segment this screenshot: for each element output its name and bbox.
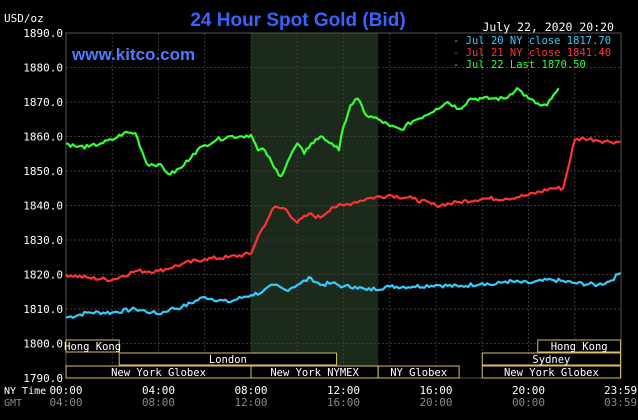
x-tick-label-gmt: 20:00 [419, 396, 452, 409]
x-tick-label-ny: 04:00 [142, 384, 175, 397]
x-tick-label-ny: 20:00 [512, 384, 545, 397]
ny-time-label: NY Time [4, 386, 46, 397]
session-label: London [209, 354, 247, 366]
y-tick-label: 1800.0 [23, 338, 63, 351]
svg-text:- Jul 20 NY close 1817.70: - Jul 20 NY close 1817.70 [453, 35, 611, 47]
session-label: New York Globex [504, 367, 599, 379]
x-tick-label-gmt: 16:00 [327, 396, 360, 409]
y-tick-label: 1830.0 [23, 234, 63, 247]
series-line [65, 87, 560, 178]
session-label: Hong Kong [551, 341, 608, 353]
legend-entry: Jul 22 Last 1870.50 [466, 59, 586, 71]
timestamp: July 22, 2020 20:20 [482, 20, 614, 34]
series-line [65, 136, 621, 283]
session-label: NY Globex [390, 367, 447, 379]
x-tick-label-gmt: 03:59 [604, 396, 637, 409]
unit-label: USD/oz [4, 12, 44, 25]
session-bar [118, 352, 338, 366]
y-tick-label: 1820.0 [23, 269, 63, 282]
y-tick-label: 1860.0 [23, 131, 63, 144]
y-axis-ticks: 1890.0 1880.0 1870.0 1860.0 1850.0 1840.0 1830… [23, 27, 63, 385]
legend-entry: Jul 20 NY close 1817.70 [466, 35, 611, 47]
series-lines [65, 87, 622, 319]
session-bar [537, 339, 622, 353]
x-tick-label-gmt: 12:00 [234, 396, 267, 409]
session-bar [481, 365, 622, 379]
chart-title: 24 Hour Spot Gold (Bid) [190, 10, 405, 31]
x-tick-label-ny: 08:00 [234, 384, 267, 397]
y-tick-label: 1790.0 [23, 372, 63, 385]
gmt-label: GMT [4, 398, 22, 409]
y-tick-label: 1810.0 [23, 303, 63, 316]
session-label: New York NYMEX [270, 367, 359, 379]
y-tick-label: 1850.0 [23, 165, 63, 178]
x-tick-label-gmt: 00:00 [512, 396, 545, 409]
session-bar [65, 339, 120, 353]
y-tick-label: 1880.0 [23, 62, 63, 75]
session-label: New York Globex [111, 367, 206, 379]
session-label: Hong Kong [64, 341, 121, 353]
y-tick-label: 1870.0 [23, 96, 63, 109]
session-bar [481, 352, 622, 366]
x-tick-label-ny: 23:59 [604, 384, 637, 397]
series-line [65, 271, 622, 319]
y-tick-label: 1890.0 [23, 27, 63, 40]
session-bar [377, 365, 460, 379]
x-tick-label-ny: 00:00 [49, 384, 82, 397]
x-tick-label-gmt: 04:00 [49, 396, 82, 409]
legend: - Jul 20 NY close 1817.70 - Jul 21 NY cl… [453, 35, 611, 71]
y-tick-label: 1840.0 [23, 200, 63, 213]
x-tick-label-ny: 16:00 [419, 384, 452, 397]
x-axis-ticks: 00:0004:0004:0008:0008:0012:0012:0016:00… [49, 384, 637, 409]
site-watermark: www.kitco.com [71, 45, 195, 64]
grid-lines [65, 32, 622, 379]
svg-text:- Jul 21 NY close 1841.40: - Jul 21 NY close 1841.40 [453, 47, 611, 59]
legend-entry: Jul 21 NY close 1841.40 [466, 47, 611, 59]
svg-text:- Jul 22 Last 1870.50: - Jul 22 Last 1870.50 [453, 59, 586, 71]
x-tick-label-gmt: 08:00 [142, 396, 175, 409]
session-label: Sydney [532, 354, 570, 366]
x-tick-label-ny: 12:00 [327, 384, 360, 397]
